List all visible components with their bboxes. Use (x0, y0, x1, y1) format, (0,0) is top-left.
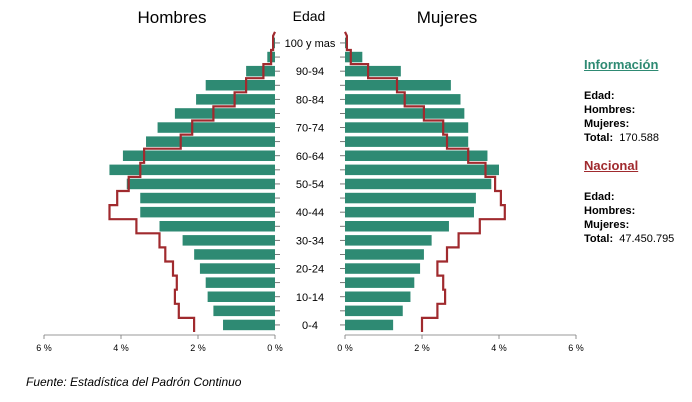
age-label-90-94: 90-94 (296, 66, 324, 78)
age-label-40-44: 40-44 (296, 207, 324, 219)
info-national-hombres-label: Hombres: (584, 205, 636, 217)
female-bar-95-99 (345, 51, 363, 63)
age-labels: 0-4 10-14 20-24 30-34 40-44 50-54 60-64 70-74 80… (275, 38, 345, 332)
age-label-60-64: 60-64 (296, 151, 324, 163)
female-bar-0-4 (345, 319, 394, 331)
female-bar-70-74 (345, 122, 469, 133)
age-label-50-54: 50-54 (296, 179, 324, 191)
male-bar-15-19 (205, 277, 275, 288)
x-tick-label-6: 4 % (491, 343, 507, 353)
female-bars (345, 37, 499, 331)
x-tick-label-3: 0 % (267, 343, 283, 353)
age-label-70-74: 70-74 (296, 123, 324, 135)
national-steps (108, 31, 506, 332)
x-tick-label-4: 0 % (337, 343, 353, 353)
age-label-100 y mas: 100 y mas (285, 38, 336, 50)
male-bar-30-34 (182, 235, 275, 246)
female-bar-55-59 (345, 164, 499, 176)
female-bar-75-79 (345, 108, 465, 119)
age-axis-title: Edad (293, 8, 326, 24)
info-local-mujeres-label: Mujeres: (584, 118, 630, 130)
male-bar-40-44 (140, 206, 275, 218)
info-local-total-label: Total: (584, 132, 614, 144)
male-bar-50-54 (126, 178, 276, 190)
female-bar-20-24 (345, 263, 421, 274)
age-label-10-14: 10-14 (296, 292, 324, 304)
female-bar-40-44 (345, 206, 474, 218)
male-bars (109, 37, 276, 331)
male-bar-20-24 (199, 263, 275, 274)
info-local-hombres-label: Hombres: (584, 104, 636, 116)
female-bar-25-29 (345, 249, 424, 260)
info-national-mujeres-label: Mujeres: (584, 219, 630, 231)
male-bar-0-4 (223, 319, 275, 331)
male-bar-65-69 (146, 136, 275, 147)
info-panel-local: Información Edad: Hombres: Mujeres: Tota… (584, 58, 659, 145)
female-bar-5-9 (345, 305, 403, 317)
title-mujeres: Mujeres (417, 8, 477, 27)
info-panel-national: Nacional Edad: Hombres: Mujeres: Total: … (584, 159, 674, 246)
info-national-total-value: 47.450.795 (619, 233, 675, 245)
male-bar-60-64 (122, 150, 275, 161)
info-national-title: Nacional (584, 158, 639, 173)
male-bar-85-89 (205, 80, 275, 91)
female-bar-15-19 (345, 277, 415, 288)
x-tick-label-2: 2 % (190, 343, 206, 353)
age-label-20-24: 20-24 (296, 264, 324, 276)
age-label-0-4: 0-4 (302, 320, 318, 332)
female-bar-45-49 (345, 192, 476, 204)
age-label-80-84: 80-84 (296, 94, 324, 106)
x-tick-label-0: 6 % (36, 343, 52, 353)
female-bar-30-34 (345, 235, 432, 246)
info-national-total-label: Total: (584, 233, 614, 245)
x-tick-label-1: 4 % (113, 343, 129, 353)
male-bar-55-59 (109, 164, 275, 176)
male-bar-25-29 (194, 249, 275, 260)
female-bar-80-84 (345, 94, 461, 105)
x-axes: 6 % 4 % 2 % 0 % 0 % 2 % 4 % 6 % (36, 334, 584, 353)
female-bar-90-94 (345, 65, 401, 77)
male-bar-5-9 (213, 305, 275, 317)
x-tick-label-5: 2 % (414, 343, 430, 353)
male-bar-70-74 (157, 122, 275, 133)
male-bar-90-94 (246, 65, 275, 77)
female-bar-50-54 (345, 178, 492, 190)
info-national-edad-label: Edad: (584, 191, 615, 203)
male-bar-10-14 (207, 291, 275, 302)
female-bar-10-14 (345, 291, 411, 302)
info-local-edad-label: Edad: (584, 90, 615, 102)
male-bar-35-39 (159, 221, 275, 232)
male-bar-75-79 (174, 108, 275, 119)
female-bar-60-64 (345, 150, 488, 161)
national-step-female (344, 31, 506, 332)
national-step-male (108, 31, 276, 332)
info-local-total-value: 170.588 (619, 132, 660, 144)
info-local-title: Información (584, 57, 659, 72)
male-bar-45-49 (140, 192, 275, 204)
female-bar-35-39 (345, 221, 449, 232)
title-hombres: Hombres (138, 8, 207, 27)
source-note: Fuente: Estadística del Padrón Continuo (26, 375, 242, 389)
female-bar-65-69 (345, 136, 469, 147)
age-label-30-34: 30-34 (296, 235, 324, 247)
x-tick-label-7: 6 % (568, 343, 584, 353)
